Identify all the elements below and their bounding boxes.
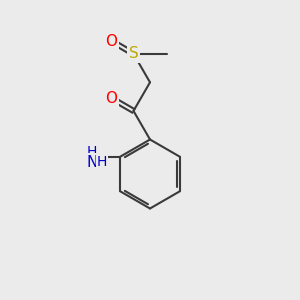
Text: N: N	[86, 154, 98, 169]
Text: H: H	[97, 155, 107, 169]
Text: H: H	[87, 145, 97, 159]
Text: S: S	[129, 46, 138, 61]
Text: O: O	[105, 91, 117, 106]
Text: O: O	[105, 34, 117, 49]
